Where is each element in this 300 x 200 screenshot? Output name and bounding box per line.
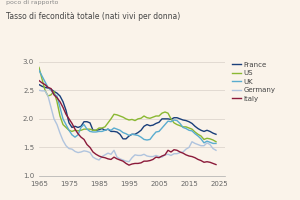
Italy bbox=[127, 164, 131, 166]
France bbox=[37, 83, 41, 86]
US bbox=[88, 128, 92, 130]
Italy bbox=[214, 163, 218, 166]
France bbox=[82, 121, 86, 123]
Italy bbox=[37, 79, 41, 82]
Germany bbox=[94, 158, 98, 160]
Line: Germany: Germany bbox=[39, 90, 216, 162]
Germany bbox=[214, 149, 218, 151]
US bbox=[148, 117, 152, 119]
France bbox=[214, 133, 218, 135]
US bbox=[94, 129, 98, 131]
Line: Italy: Italy bbox=[39, 81, 216, 165]
UK bbox=[211, 142, 215, 145]
US bbox=[37, 66, 41, 69]
Legend: France, US, UK, Germany, Italy: France, US, UK, Germany, Italy bbox=[232, 62, 275, 102]
Germany bbox=[88, 151, 92, 154]
Italy bbox=[67, 118, 71, 120]
Italy bbox=[88, 146, 92, 149]
UK bbox=[37, 69, 41, 71]
France bbox=[121, 138, 125, 140]
Line: US: US bbox=[39, 67, 216, 142]
Germany bbox=[37, 89, 41, 91]
Italy bbox=[151, 158, 155, 161]
US bbox=[67, 129, 71, 131]
Line: UK: UK bbox=[39, 70, 216, 143]
UK bbox=[94, 131, 98, 133]
France bbox=[97, 129, 101, 131]
Germany bbox=[151, 155, 155, 158]
US bbox=[97, 127, 101, 129]
Italy bbox=[82, 138, 86, 141]
France bbox=[94, 129, 98, 131]
Italy bbox=[94, 153, 98, 155]
Line: France: France bbox=[39, 85, 216, 139]
Germany bbox=[67, 147, 71, 150]
France bbox=[88, 122, 92, 124]
UK bbox=[67, 129, 71, 131]
UK bbox=[214, 142, 218, 145]
Germany bbox=[82, 150, 86, 152]
France bbox=[151, 124, 155, 126]
US bbox=[214, 141, 218, 143]
US bbox=[82, 128, 86, 130]
Text: poco di rapporto: poco di rapporto bbox=[6, 0, 59, 5]
UK bbox=[88, 130, 92, 133]
UK bbox=[97, 130, 101, 133]
UK bbox=[82, 123, 86, 126]
Germany bbox=[97, 159, 101, 161]
Text: Tasso di fecondità totale (nati vivi per donna): Tasso di fecondità totale (nati vivi per… bbox=[6, 12, 180, 21]
Germany bbox=[127, 161, 131, 163]
France bbox=[67, 122, 71, 124]
Italy bbox=[97, 155, 101, 157]
UK bbox=[148, 138, 152, 141]
